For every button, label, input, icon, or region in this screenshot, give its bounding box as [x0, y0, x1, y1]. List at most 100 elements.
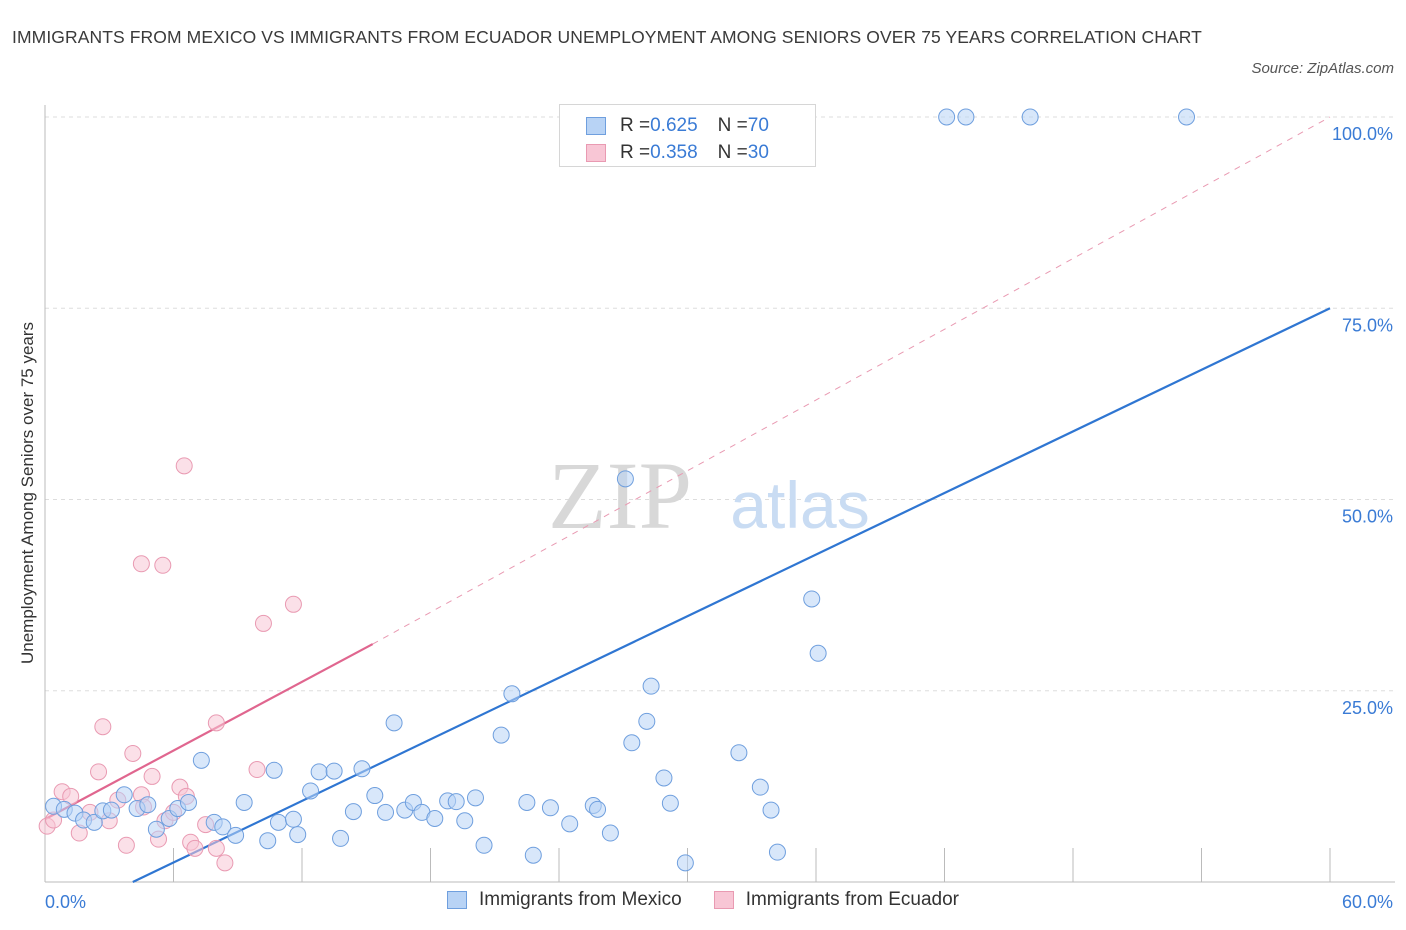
legend-label-ecuador: Immigrants from Ecuador: [745, 889, 959, 910]
legend-swatch-mexico: [447, 891, 467, 909]
data-point-mexico: [661, 794, 679, 812]
data-point-ecuador: [124, 744, 142, 762]
data-point-mexico: [809, 644, 827, 662]
data-point-mexico: [466, 789, 484, 807]
legend-swatch-ecuador: [713, 891, 734, 909]
data-point-mexico: [259, 832, 277, 850]
legend-n-label: N =: [717, 142, 748, 163]
legend-item-mexico: Immigrants from Mexico: [447, 889, 682, 911]
data-point-mexico: [541, 799, 559, 817]
data-point-mexico: [332, 829, 350, 847]
watermark: ZIP atlas: [548, 442, 870, 549]
data-point-ecuador: [90, 763, 108, 781]
data-point-mexico: [310, 763, 328, 781]
trend-line-mexico: [132, 307, 1331, 883]
source-credit: Source: ZipAtlas.com: [1251, 60, 1394, 77]
data-point-ecuador: [216, 854, 234, 872]
data-point-mexico: [503, 685, 521, 703]
data-point-mexico: [447, 793, 465, 811]
series-legend: Immigrants from Mexico Immigrants from E…: [0, 889, 1406, 911]
data-point-ecuador: [207, 839, 225, 857]
trend-lines: [44, 116, 1331, 883]
x-tick-label-max: 60.0%: [1342, 892, 1393, 912]
data-point-mexico: [325, 762, 343, 780]
data-point-mexico: [589, 800, 607, 818]
trend-line-ecuador-extended: [372, 116, 1331, 645]
legend-n-value-ecuador: 30: [747, 142, 769, 163]
data-point-mexico: [192, 751, 210, 769]
legend-r-value-ecuador: 0.358: [650, 142, 698, 163]
data-point-mexico: [762, 801, 780, 819]
y-axis-label: Unemployment Among Seniors over 75 years: [18, 321, 37, 665]
data-point-ecuador: [284, 595, 302, 613]
watermark-atlas: atlas: [730, 468, 869, 542]
data-point-mexico: [115, 786, 133, 804]
data-point-mexico: [385, 714, 403, 732]
data-point-mexico: [655, 769, 673, 787]
legend-item-ecuador: Immigrants from Ecuador: [713, 889, 959, 911]
data-point-mexico: [214, 818, 232, 836]
data-point-mexico: [638, 712, 656, 730]
data-point-mexico: [377, 803, 395, 821]
data-point-mexico: [227, 826, 245, 844]
data-point-ecuador: [207, 714, 225, 732]
data-point-ecuador: [254, 614, 272, 632]
chart-title: IMMIGRANTS FROM MEXICO VS IMMIGRANTS FRO…: [12, 27, 1202, 47]
data-point-mexico: [803, 590, 821, 608]
data-point-mexico: [730, 744, 748, 762]
legend-row-ecuador: R = 0.358 N = 30: [586, 141, 769, 165]
data-point-mexico: [1178, 108, 1196, 126]
x-tick-label-min: 0.0%: [45, 892, 86, 912]
legend-row-mexico: R = 0.625 N = 70: [586, 114, 769, 138]
data-point-mexico: [284, 810, 302, 828]
data-point-mexico: [179, 793, 197, 811]
data-point-mexico: [289, 826, 307, 844]
data-point-ecuador: [154, 556, 172, 574]
data-point-ecuador: [117, 836, 135, 854]
data-point-mexico: [102, 801, 120, 819]
y-tick-label: 75.0%: [1342, 315, 1393, 335]
y-tick-label: 25.0%: [1342, 698, 1393, 718]
data-point-mexico: [475, 836, 493, 854]
data-point-mexico: [642, 677, 660, 695]
watermark-zip: ZIP: [548, 442, 692, 549]
legend-swatch-mexico: [586, 117, 606, 135]
legend-label-mexico: Immigrants from Mexico: [479, 889, 682, 910]
data-point-mexico: [456, 812, 474, 830]
data-point-mexico: [235, 793, 253, 811]
data-point-mexico: [302, 782, 320, 800]
data-point-mexico: [269, 813, 287, 831]
axes: [44, 105, 1395, 883]
data-point-mexico: [518, 793, 536, 811]
data-point-ecuador: [143, 767, 161, 785]
data-point-mexico: [676, 854, 694, 872]
legend-r-label: R =: [620, 142, 651, 163]
correlation-legend: R = 0.625 N = 70 R = 0.358 N = 30: [559, 104, 816, 167]
y-tick-label: 100.0%: [1332, 124, 1393, 144]
data-point-ecuador: [175, 457, 193, 475]
data-point-ecuador: [248, 761, 266, 779]
data-point-mexico: [524, 846, 542, 864]
y-tick-label: 50.0%: [1342, 507, 1393, 527]
data-point-mexico: [492, 726, 510, 744]
data-point-ecuador: [186, 839, 204, 857]
trend-line-ecuador: [44, 643, 374, 821]
data-point-mexico: [147, 820, 165, 838]
data-point-mexico: [1021, 108, 1039, 126]
data-point-mexico: [561, 815, 579, 833]
data-point-mexico: [616, 470, 634, 488]
data-point-mexico: [265, 761, 283, 779]
data-point-mexico: [751, 778, 769, 796]
data-point-mexico: [768, 843, 786, 861]
data-point-ecuador: [94, 718, 112, 736]
data-point-mexico: [139, 796, 157, 814]
data-points: [38, 108, 1196, 872]
data-point-mexico: [601, 824, 619, 842]
data-point-mexico: [623, 734, 641, 752]
data-point-ecuador: [132, 555, 150, 573]
data-point-mexico: [344, 803, 362, 821]
tick-labels: 25.0% 50.0% 75.0% 100.0% 0.0% 60.0%: [45, 124, 1393, 912]
legend-r-label: R =: [620, 115, 651, 136]
data-point-mexico: [938, 108, 956, 126]
